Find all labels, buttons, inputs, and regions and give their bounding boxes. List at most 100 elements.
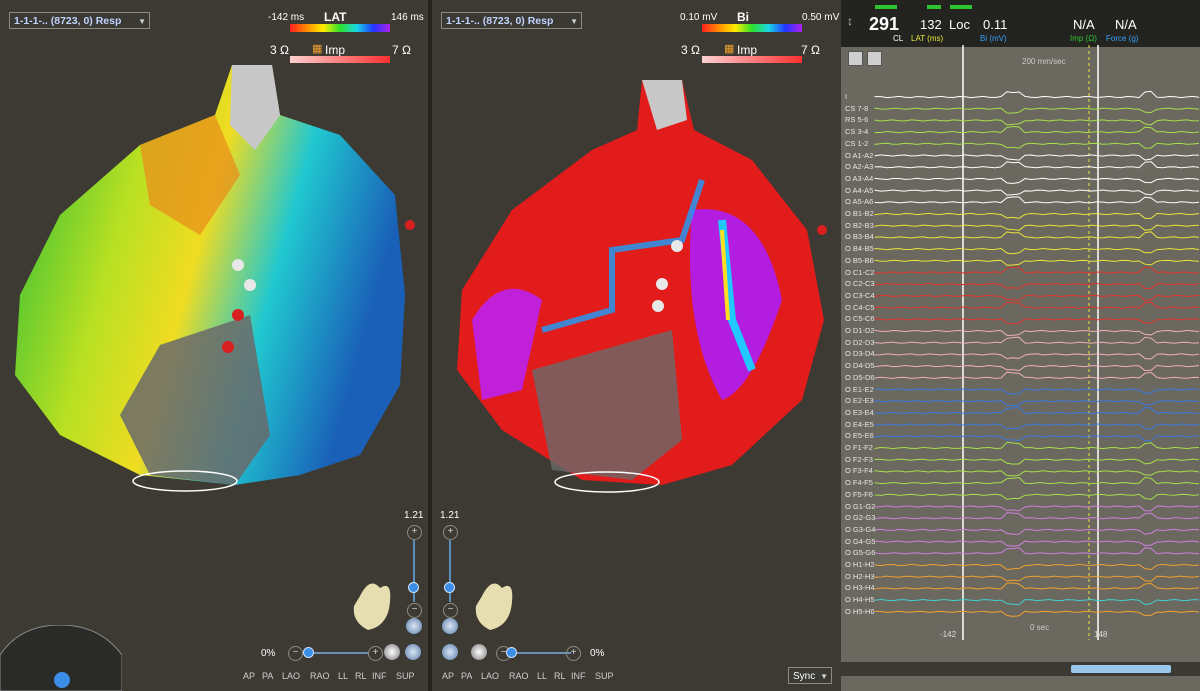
zoom-slider-knob[interactable]	[444, 582, 455, 593]
view-pa-button[interactable]: PA	[461, 671, 473, 681]
tilt-slider-knob[interactable]	[506, 647, 517, 658]
zoom-out-button[interactable]: −	[443, 603, 458, 618]
channel-label[interactable]: O A4-A5	[845, 185, 874, 195]
electrogram-traces[interactable]	[841, 45, 1200, 640]
channel-label[interactable]: O C2-C3	[845, 279, 875, 289]
lat-map-panel[interactable]: 1-1-1-.. (8723, 0) Resp ▼ -142 ms LAT 14…	[0, 0, 428, 691]
channel-label[interactable]: O G5-G6	[845, 548, 876, 558]
channel-label[interactable]: I	[845, 92, 848, 101]
channel-label[interactable]: O H5-H6	[845, 606, 875, 616]
channel-label[interactable]: O E3-E4	[845, 407, 874, 417]
channel-label[interactable]: O C4-C5	[845, 302, 875, 312]
channel-label[interactable]: O E5-E6	[845, 431, 874, 441]
channel-label[interactable]: O D2-D3	[845, 337, 875, 347]
zoom-out-button[interactable]: −	[407, 603, 422, 618]
map-selector-dropdown[interactable]: 1-1-1-.. (8723, 0) Resp ▼	[441, 12, 582, 29]
view-ap-button[interactable]: AP	[442, 671, 455, 681]
channel-label[interactable]: O G3-G4	[845, 524, 876, 534]
heart-orientation-icon[interactable]	[472, 576, 518, 634]
view-lao-button[interactable]: LAO	[282, 671, 301, 681]
view-inf-button[interactable]: INF	[372, 671, 387, 681]
view-ll-button[interactable]: LL	[338, 671, 349, 681]
channel-label[interactable]: O H3-H4	[845, 583, 875, 593]
view-rl-button[interactable]: RL	[355, 671, 367, 681]
channel-label[interactable]: O F2-F3	[845, 454, 873, 464]
sphere-view-icon[interactable]	[471, 644, 487, 660]
channel-label[interactable]: O H2-H3	[845, 571, 875, 581]
view-sup-button[interactable]: SUP	[396, 671, 415, 681]
view-lao-button[interactable]: LAO	[481, 671, 500, 681]
channel-label[interactable]: O B1-B2	[845, 209, 874, 218]
channel-label[interactable]: O A5-A6	[845, 197, 874, 207]
channel-label[interactable]: O F5-F6	[845, 489, 873, 499]
view-rl-button[interactable]: RL	[554, 671, 566, 681]
pan-tool-icon[interactable]	[867, 51, 882, 66]
sync-dropdown[interactable]: Sync ▼	[788, 667, 832, 684]
tilt-slider-track[interactable]	[511, 652, 571, 654]
zoom-slider-knob[interactable]	[408, 582, 419, 593]
navigation-control[interactable]	[0, 625, 122, 691]
tilt-slider-knob[interactable]	[303, 647, 314, 658]
channel-label[interactable]: O E4-E5	[845, 419, 874, 429]
heart-view-icon[interactable]	[442, 618, 458, 634]
expand-icon[interactable]: ↕	[847, 14, 853, 28]
channel-label[interactable]: CS 7-8	[845, 103, 869, 113]
channel-label[interactable]: O H4-H5	[845, 595, 875, 605]
channel-label[interactable]: O E1-E2	[845, 384, 874, 394]
channel-label[interactable]: O G2-G3	[845, 513, 876, 523]
sphere-view-icon[interactable]	[384, 644, 400, 660]
electrogram-panel[interactable]: ↕ 291 CL 132 LAT (ms) Loc 0.11 Bi (mV) N…	[841, 0, 1200, 691]
zoom-slider-track[interactable]	[449, 540, 451, 602]
view-rao-button[interactable]: RAO	[509, 671, 529, 681]
tilt-plus-button[interactable]: +	[368, 646, 383, 661]
channel-label[interactable]: O D3-D4	[845, 349, 875, 359]
bipolar-voltage-map[interactable]	[432, 70, 841, 500]
heart-orientation-icon[interactable]	[350, 576, 396, 634]
channel-label[interactable]: O C1-C2	[845, 267, 875, 277]
zoom-in-button[interactable]: +	[443, 525, 458, 540]
channel-label[interactable]: O H1-H2	[845, 560, 875, 569]
ecg-scrollbar[interactable]	[841, 662, 1200, 676]
channel-label[interactable]: O F1-F2	[845, 443, 873, 452]
bipolar-map-panel[interactable]: 1-1-1-.. (8723, 0) Resp ▼ 0.10 mV Bi 0.5…	[432, 0, 841, 691]
zoom-in-button[interactable]: +	[407, 525, 422, 540]
lat-anatomy-map[interactable]	[0, 55, 428, 515]
view-ap-button[interactable]: AP	[243, 671, 256, 681]
channel-label[interactable]: O B4-B5	[845, 244, 874, 254]
channel-label[interactable]: O B2-B3	[845, 220, 874, 230]
view-rao-button[interactable]: RAO	[310, 671, 330, 681]
tilt-plus-button[interactable]: +	[566, 646, 581, 661]
view-sup-button[interactable]: SUP	[595, 671, 614, 681]
tilt-minus-button[interactable]: −	[288, 646, 303, 661]
channel-label[interactable]: O B5-B6	[845, 255, 874, 265]
rotate-view-icon[interactable]	[405, 644, 421, 660]
view-inf-button[interactable]: INF	[571, 671, 586, 681]
zoom-slider-track[interactable]	[413, 540, 415, 602]
view-ll-button[interactable]: LL	[537, 671, 548, 681]
heart-view-icon[interactable]	[406, 618, 422, 634]
tilt-slider-track[interactable]	[303, 652, 369, 654]
channel-label[interactable]: O A2-A3	[845, 162, 874, 172]
channel-label[interactable]: O D5-D6	[845, 372, 875, 382]
channel-label[interactable]: O C3-C4	[845, 290, 875, 300]
rotate-view-icon[interactable]	[442, 644, 458, 660]
channel-label[interactable]: O E2-E3	[845, 396, 874, 406]
channel-label[interactable]: O F3-F4	[845, 466, 873, 476]
channel-label[interactable]: O D1-D2	[845, 326, 875, 335]
panel-divider[interactable]	[428, 0, 432, 691]
channel-label[interactable]: O G4-G5	[845, 536, 876, 546]
channel-label[interactable]: O C5-C6	[845, 314, 875, 324]
channel-label[interactable]: CS 1-2	[845, 138, 869, 148]
zoom-tool-icon[interactable]	[848, 51, 863, 66]
channel-label[interactable]: O D4-D5	[845, 361, 875, 371]
ecg-scroll-thumb[interactable]	[1071, 665, 1171, 673]
channel-label[interactable]: CS 3-4	[845, 127, 869, 137]
map-selector-dropdown[interactable]: 1-1-1-.. (8723, 0) Resp ▼	[9, 12, 150, 29]
channel-label[interactable]: O F4-F5	[845, 478, 873, 488]
channel-label[interactable]: O A1-A2	[845, 150, 874, 160]
channel-label[interactable]: RS 5-6	[845, 115, 869, 125]
channel-label[interactable]: O G1-G2	[845, 501, 876, 511]
channel-label[interactable]: O B3-B4	[845, 232, 874, 242]
view-pa-button[interactable]: PA	[262, 671, 274, 681]
channel-label[interactable]: O A3-A4	[845, 173, 874, 183]
